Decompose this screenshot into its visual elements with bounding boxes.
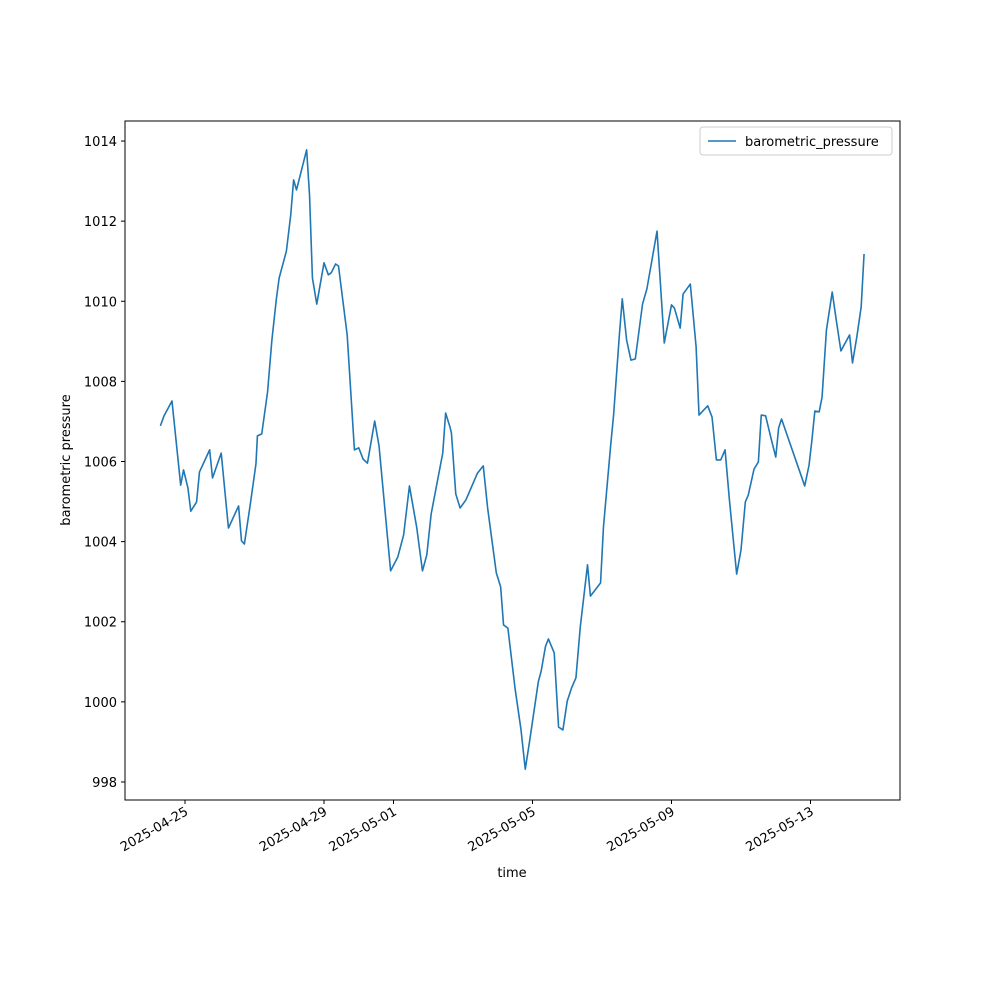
x-axis-label: time [497, 866, 526, 881]
y-tick-label: 1000 [84, 696, 117, 711]
x-tick-label: 2025-05-13 [744, 804, 817, 855]
y-tick-label: 1014 [84, 135, 117, 150]
x-tick-label: 2025-05-09 [605, 804, 678, 855]
x-tick-label: 2025-04-25 [118, 804, 191, 855]
y-tick-label: 1012 [84, 215, 117, 230]
line [159, 149, 865, 770]
legend-label: barometric_pressure [745, 135, 879, 150]
x-tick-label: 2025-04-29 [257, 804, 330, 855]
plot-frame [124, 120, 901, 801]
y-tick-label: 1010 [84, 295, 117, 310]
y-tick-label: 1006 [84, 456, 117, 471]
y-tick-label: 1004 [84, 536, 117, 551]
y-tick-label: 998 [92, 776, 117, 791]
y-tick-label: 1002 [84, 616, 117, 631]
legend-box [699, 126, 893, 156]
y-axis-label: barometric pressure [59, 394, 74, 525]
x-tick-label: 2025-05-01 [327, 804, 400, 855]
y-tick-label: 1008 [84, 375, 117, 390]
x-tick-label: 2025-05-05 [466, 804, 539, 855]
